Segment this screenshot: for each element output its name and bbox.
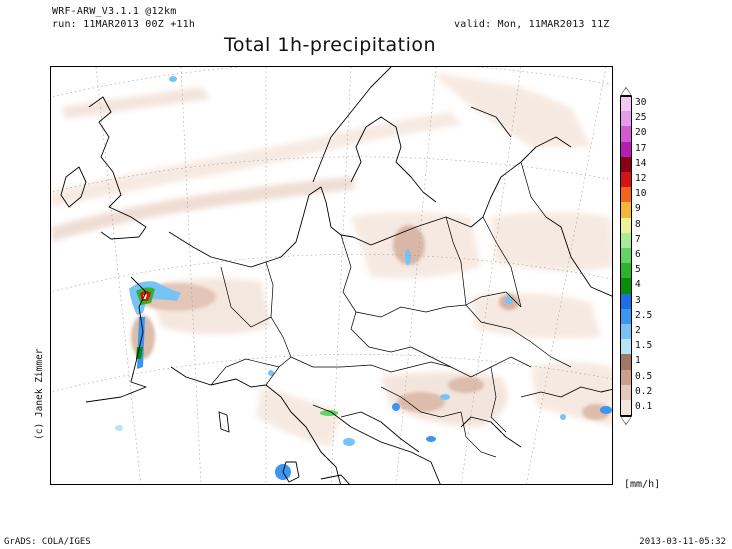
legend-label: 1.5 [635,340,653,352]
legend-label: 3 [635,294,641,306]
legend-label: 0.2 [635,385,653,397]
map-title: Total 1h-precipitation [223,34,437,56]
legend-label: 0.5 [635,370,653,382]
legend-swatch [620,111,632,127]
heavy-precipitation-cells [115,76,612,480]
legend-frame [620,96,632,416]
legend-swatch [620,308,632,325]
legend-label: 4 [635,279,641,291]
author-credit: (c) Janek Zimmer [34,348,45,440]
valid-time-label: valid: Mon, 11MAR2013 11Z [454,19,610,30]
legend-label: 20 [635,127,647,139]
legend-label: 1 [635,355,641,367]
coastlines [60,67,612,484]
legend-swatch [620,96,632,112]
legend-swatch [620,293,632,310]
legend-label: 2.5 [635,309,653,321]
software-credit: GrADS: COLA/IGES [4,537,91,547]
legend-label: 17 [635,142,647,154]
render-timestamp: 2013-03-11-05:32 [639,537,726,547]
legend-swatch [620,187,632,203]
legend-unit-label: [mm/h] [624,479,661,490]
legend-label: 0.1 [635,401,653,412]
legend-swatch [620,232,632,249]
legend-swatch [620,384,632,401]
legend-swatch [620,263,632,279]
light-precipitation-areas [51,72,612,447]
legend-swatch [620,354,632,371]
precipitation-legend: 30 25 20 17 14 12 10 9 8 7 6 5 4 3 2.5 2 1.5 1 0.5 0.2 0.1 [616,87,696,436]
legend-label: 10 [635,188,647,200]
legend-label: 9 [635,203,641,215]
legend-label: 5 [635,264,641,276]
legend-swatch [620,217,632,234]
legend-label: 25 [635,112,647,124]
legend-swatch [620,156,632,173]
legend-swatch [620,400,632,416]
legend-swatch [620,369,632,386]
legend-swatch [620,324,632,340]
legend-label: 12 [635,173,647,184]
graticule-lines [51,67,612,484]
national-borders [210,161,572,458]
legend-swatch [620,126,632,143]
legend-bottom-arrow-icon [620,415,632,425]
legend-swatch [620,278,632,295]
run-label: run: 11MAR2013 00Z +11h [52,19,196,30]
legend-swatch [620,141,632,158]
legend-top-arrow-icon [620,87,632,96]
legend-swatch [620,248,632,264]
legend-label: 2 [635,325,641,336]
legend-label: 30 [635,97,647,108]
precipitation-map [50,66,613,485]
legend-label: 8 [635,218,641,230]
legend-swatch [620,202,632,219]
legend-label: 7 [635,233,641,245]
legend-swatch [620,339,632,355]
legend-label: 6 [635,249,641,260]
legend-swatch [620,172,632,188]
model-label: WRF-ARW_V3.1.1 @12km [52,6,177,17]
legend-label: 14 [635,157,647,169]
